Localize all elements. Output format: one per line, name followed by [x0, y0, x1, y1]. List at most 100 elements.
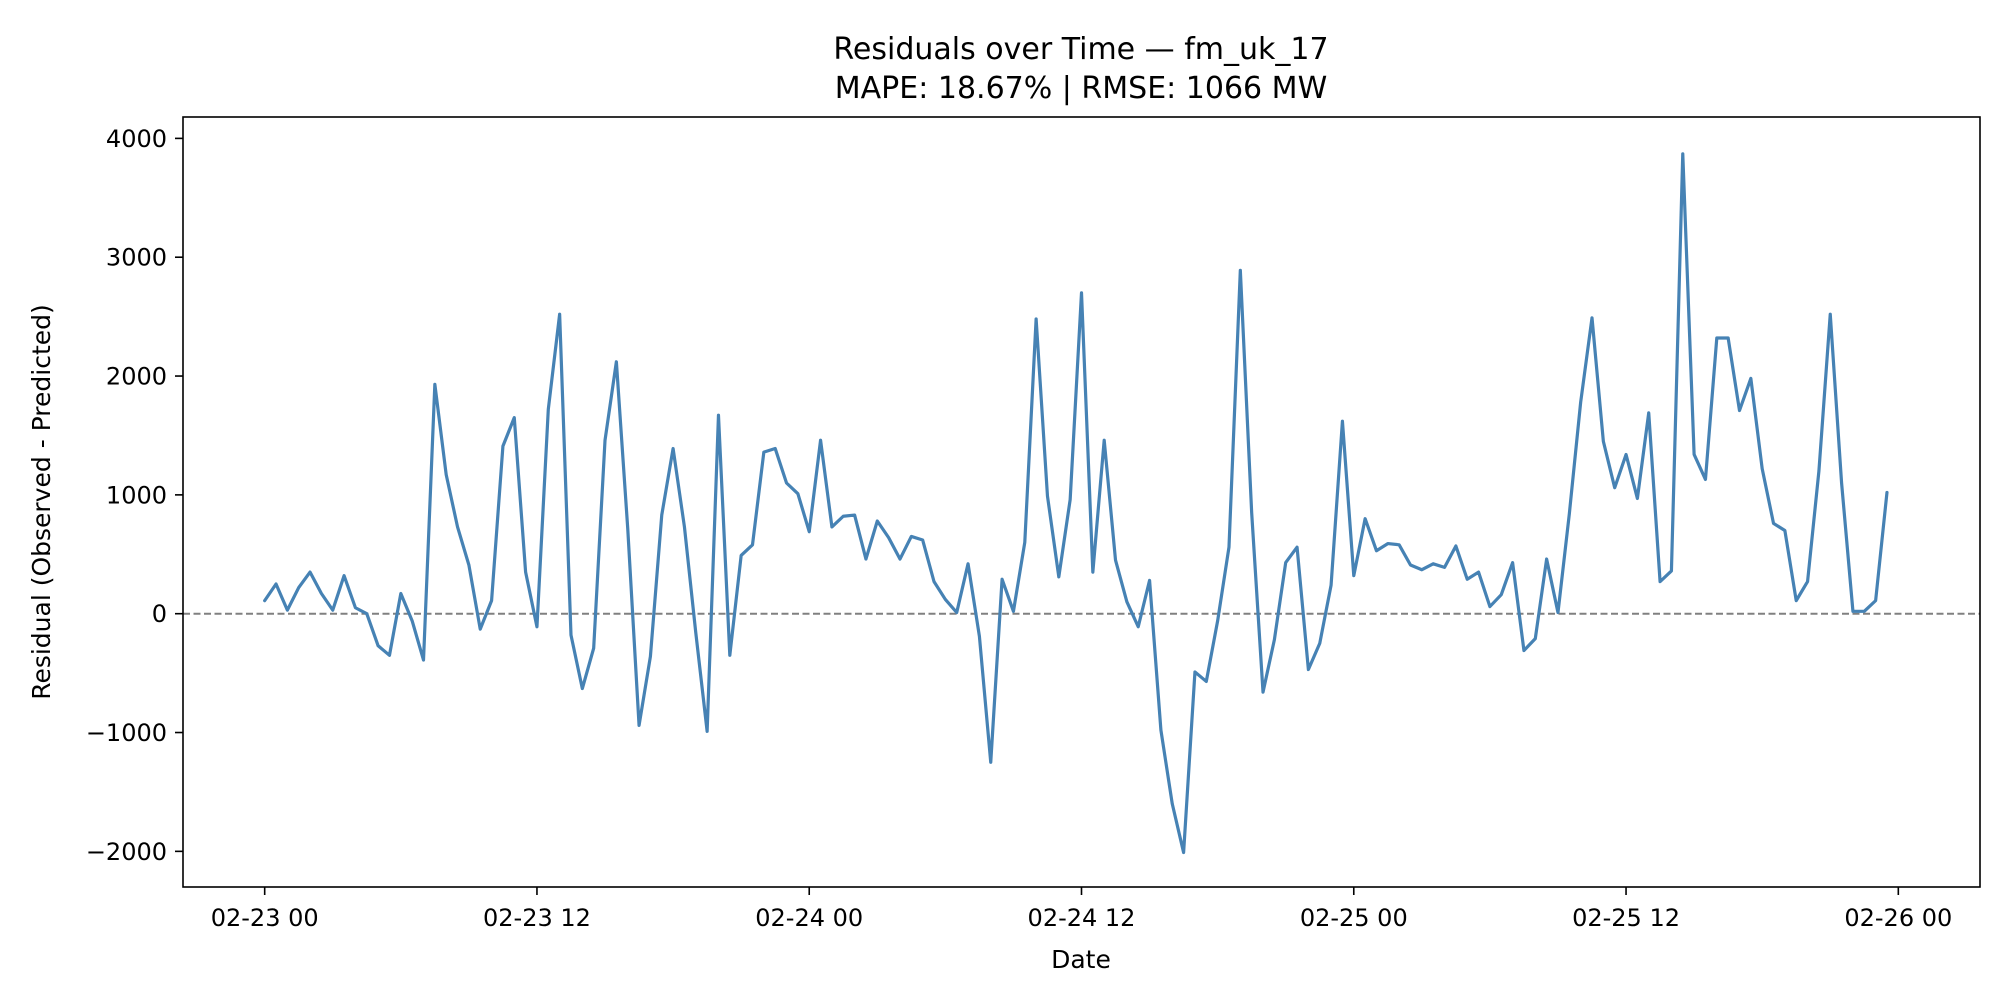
- data-point: [1375, 549, 1378, 552]
- data-point: [864, 557, 867, 560]
- data-point: [1658, 580, 1661, 583]
- x-tick-label: 02-25 12: [1572, 904, 1680, 932]
- data-point: [1851, 610, 1854, 613]
- data-point: [490, 599, 493, 602]
- data-point: [615, 360, 618, 363]
- data-point: [1772, 522, 1775, 525]
- data-point: [1420, 568, 1423, 571]
- data-point: [422, 658, 425, 661]
- data-point: [1681, 152, 1684, 155]
- data-point: [1636, 497, 1639, 500]
- data-point: [1488, 605, 1491, 608]
- data-point: [1783, 529, 1786, 532]
- data-point: [1761, 467, 1764, 470]
- data-point: [1590, 316, 1593, 319]
- data-point: [1398, 543, 1401, 546]
- data-point: [1443, 566, 1446, 569]
- y-tick-label: −2000: [86, 838, 167, 866]
- data-point: [1103, 439, 1106, 442]
- data-point: [978, 635, 981, 638]
- data-point: [1670, 569, 1673, 572]
- data-point: [524, 571, 527, 574]
- data-point: [433, 383, 436, 386]
- data-point: [1579, 401, 1582, 404]
- data-point: [1035, 317, 1038, 320]
- chart-subtitle: MAPE: 18.67% | RMSE: 1066 MW: [835, 71, 1327, 106]
- plot-area: [183, 152, 1980, 855]
- data-point: [274, 582, 277, 585]
- data-point: [1125, 600, 1128, 603]
- y-tick-label: 3000: [106, 244, 167, 272]
- data-point: [1511, 561, 1514, 564]
- data-point: [1817, 470, 1820, 473]
- data-point: [853, 513, 856, 516]
- data-point: [1080, 291, 1083, 294]
- data-point: [728, 654, 731, 657]
- data-point: [819, 439, 822, 442]
- data-point: [921, 538, 924, 541]
- data-point: [932, 580, 935, 583]
- data-point: [966, 562, 969, 565]
- data-point: [694, 631, 697, 634]
- data-point: [1069, 498, 1072, 501]
- x-tick-label: 02-23 00: [211, 904, 319, 932]
- data-point: [785, 481, 788, 484]
- data-point: [1239, 269, 1242, 272]
- data-point: [1046, 494, 1049, 497]
- data-point: [944, 598, 947, 601]
- data-point: [1227, 546, 1230, 549]
- data-point: [1829, 313, 1832, 316]
- data-point: [1556, 611, 1559, 614]
- x-tick-label: 02-24 00: [755, 904, 863, 932]
- data-point: [1693, 453, 1696, 456]
- data-point: [1341, 420, 1344, 423]
- data-point: [569, 633, 572, 636]
- data-point: [649, 655, 652, 658]
- data-point: [808, 530, 811, 533]
- data-point: [1647, 411, 1650, 414]
- data-point: [740, 554, 743, 557]
- data-point: [1727, 336, 1730, 339]
- data-point: [388, 654, 391, 657]
- data-point: [308, 571, 311, 574]
- data-point: [1386, 542, 1389, 545]
- y-tick-label: 4000: [106, 125, 167, 153]
- x-axis-label: Date: [1051, 945, 1111, 974]
- data-point: [456, 525, 459, 528]
- data-point: [1409, 563, 1412, 566]
- data-point: [796, 492, 799, 495]
- data-point: [1193, 670, 1196, 673]
- data-point: [1749, 377, 1752, 380]
- data-point: [1057, 575, 1060, 578]
- data-point: [263, 599, 266, 602]
- data-point: [592, 647, 595, 650]
- data-point: [1091, 571, 1094, 574]
- data-point: [1261, 691, 1264, 694]
- data-point: [1602, 440, 1605, 443]
- data-point: [513, 416, 516, 419]
- data-point: [479, 628, 482, 631]
- data-point: [365, 612, 368, 615]
- data-point: [1295, 546, 1298, 549]
- y-tick-label: 0: [152, 600, 167, 628]
- data-point: [581, 687, 584, 690]
- data-point: [762, 450, 765, 453]
- data-point: [1205, 680, 1208, 683]
- data-point: [1023, 541, 1026, 544]
- data-point: [501, 445, 504, 448]
- data-point: [910, 535, 913, 538]
- x-tick-label: 02-24 12: [1028, 904, 1136, 932]
- data-point: [1454, 544, 1457, 547]
- data-point: [842, 515, 845, 518]
- x-tick-label: 02-23 12: [483, 904, 591, 932]
- data-point: [1273, 638, 1276, 641]
- data-point: [955, 611, 958, 614]
- data-point: [1432, 562, 1435, 565]
- data-point: [1114, 559, 1117, 562]
- data-point: [1534, 637, 1537, 640]
- data-point: [1738, 409, 1741, 412]
- data-point: [1863, 610, 1866, 613]
- data-point: [377, 644, 380, 647]
